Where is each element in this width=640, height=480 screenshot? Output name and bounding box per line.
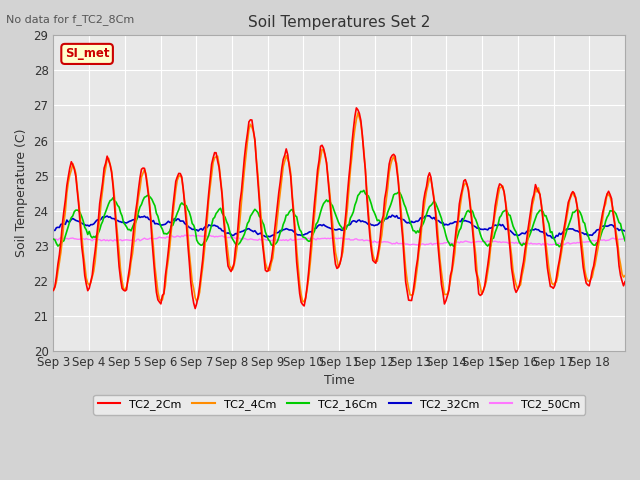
X-axis label: Time: Time [324,374,355,387]
Legend: TC2_2Cm, TC2_4Cm, TC2_16Cm, TC2_32Cm, TC2_50Cm: TC2_2Cm, TC2_4Cm, TC2_16Cm, TC2_32Cm, TC… [93,395,585,415]
Y-axis label: Soil Temperature (C): Soil Temperature (C) [15,129,28,257]
Title: Soil Temperatures Set 2: Soil Temperatures Set 2 [248,15,430,30]
Text: SI_met: SI_met [65,48,109,60]
Text: No data for f_TC2_8Cm: No data for f_TC2_8Cm [6,14,134,25]
